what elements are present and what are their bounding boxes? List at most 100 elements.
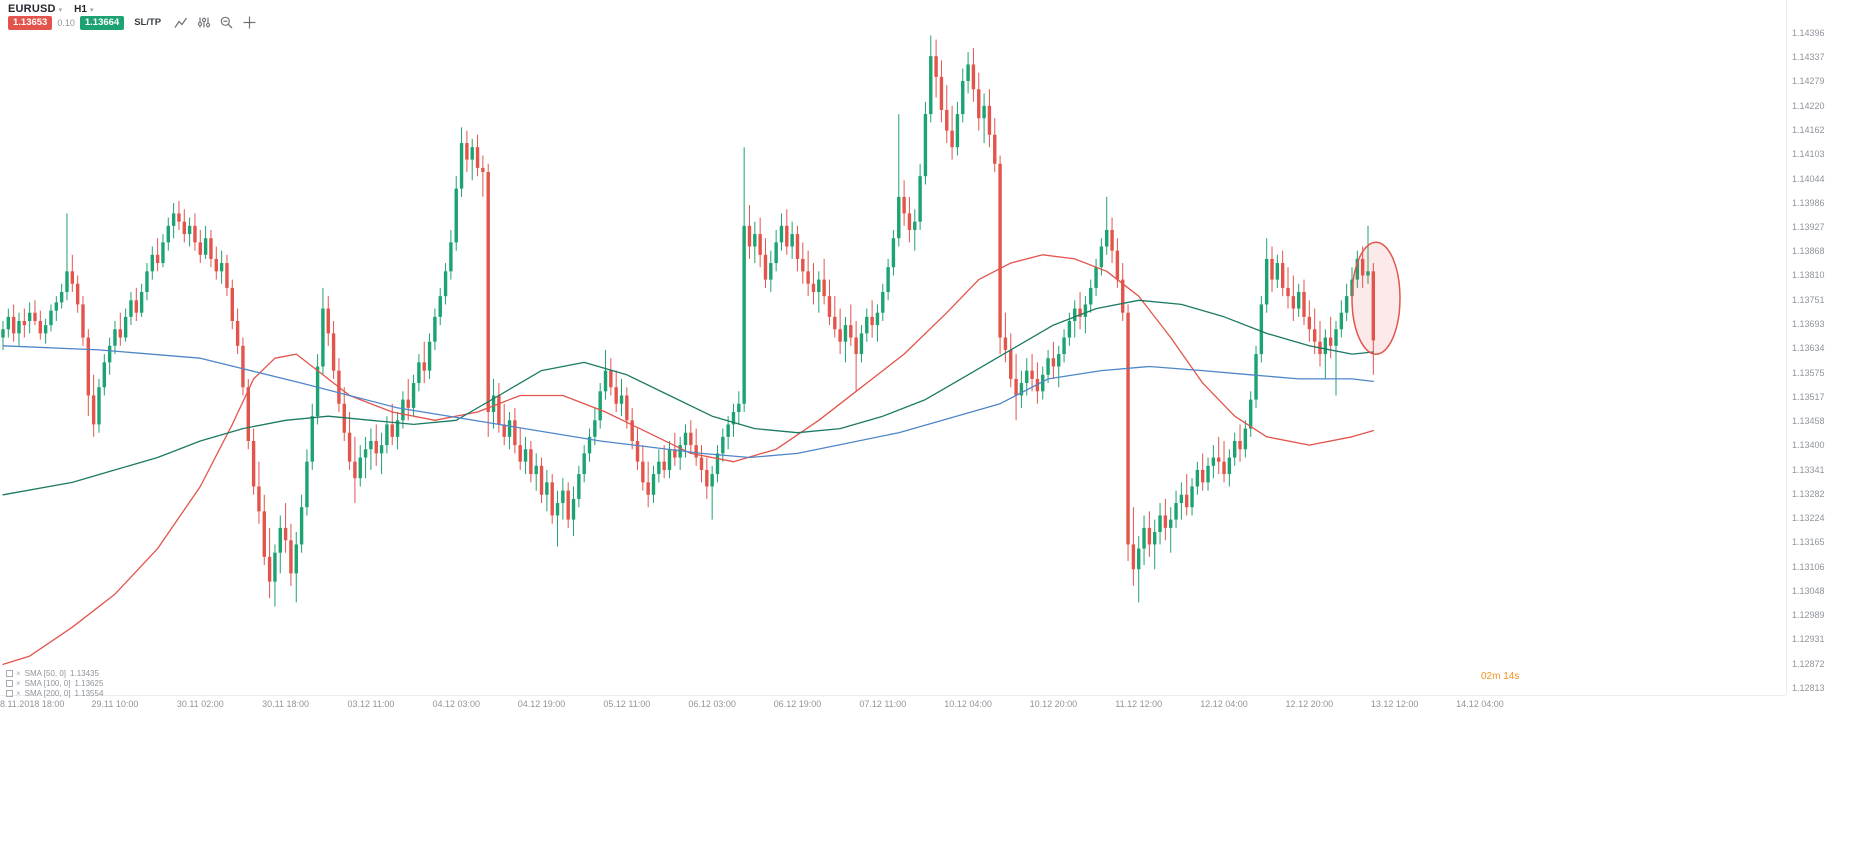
candle-body [657,461,661,475]
indicator-label: SMA [50, 0] [24,669,67,678]
candle-body [1190,486,1194,508]
candle-body [155,254,160,264]
candle-body [118,329,123,338]
candle-body [1216,457,1221,462]
candle-body [1286,287,1290,297]
time-axis-label: 06.12 03:00 [688,699,736,709]
candle-body [225,263,229,288]
indicator-legend: × SMA [50, 0] 1.13435 × SMA [100, 0] 1.1… [6,669,103,699]
candlestick-layer [1,35,1376,607]
candle-body [817,279,821,293]
candle-body [171,213,176,226]
candle-body [1323,337,1328,355]
candle-body [203,238,208,255]
indicator-remove-icon[interactable]: × [16,678,21,688]
candle-body [859,333,864,355]
indicator-settings-icon[interactable] [6,680,13,687]
chevron-down-icon[interactable]: ▾ [58,7,63,14]
candle-body [427,341,432,371]
price-axis-label: 1.13165 [1792,537,1825,548]
candle-body [1179,494,1184,504]
buy-button[interactable]: 1.13664 [79,15,125,30]
candle-body [433,316,437,342]
candle-body [945,109,949,131]
candle-body [1366,271,1370,276]
candle-body [267,556,272,582]
candle-body [395,420,400,437]
candle-body [662,461,666,470]
indicator-remove-icon[interactable]: × [16,688,21,698]
sell-button[interactable]: 1.13653 [8,15,53,30]
candle-body [475,147,480,168]
candle-body [241,345,245,388]
spread-value: 0.10 [57,17,75,28]
price-axis-label: 1.13986 [1792,197,1825,208]
candle-body [385,424,389,446]
candle-body [363,449,368,458]
candle-body [1227,457,1232,475]
crosshair-icon[interactable] [242,15,257,30]
time-axis-label: 03.12 11:00 [347,699,395,709]
price-axis-label: 1.13927 [1792,222,1825,233]
candle-body [982,105,986,119]
indicators-icon[interactable] [196,15,211,30]
price-axis-label: 1.14103 [1792,149,1825,160]
price-axis[interactable]: 1.14396 1.14337 1.14279 1.14220 1.14162 1.141… [1792,0,1868,695]
candle-body [918,176,922,222]
candle-body [331,333,336,371]
candle-body [566,490,570,520]
candle-body [497,395,501,425]
candle-body [555,503,560,516]
indicator-settings-icon[interactable] [6,670,13,677]
symbol-selector[interactable]: EURUSD [8,3,56,15]
candle-body [801,258,805,272]
candle-body [6,316,11,330]
indicator-label: SMA [200, 0] [24,689,71,698]
candle-body [523,449,528,462]
candle-body [449,242,453,272]
candle-body [219,263,224,272]
price-axis-label: 1.13282 [1792,488,1825,499]
zoom-out-icon[interactable] [219,15,234,30]
candle-body [1195,469,1200,487]
candle-body [214,258,218,272]
chevron-down-icon[interactable]: ▾ [89,7,94,14]
candle-body [299,507,304,545]
candle-body [582,453,586,475]
candle-body [1019,383,1024,396]
candle-body [881,292,885,313]
price-axis-separator [1786,0,1787,695]
chart-tools [173,15,257,30]
candle-body [827,296,832,317]
candle-body [54,302,59,311]
sma-line [2,254,1374,666]
candle-body [993,134,997,164]
candle-body [251,440,256,487]
candle-body [1344,296,1349,313]
sltp-button[interactable]: SL/TP [134,17,162,28]
candle-body [1062,337,1066,355]
highlight-ellipse-annotation[interactable] [1351,241,1401,355]
candle-body [587,436,592,454]
indicator-remove-icon[interactable]: × [16,668,21,678]
price-axis-label: 1.13400 [1792,440,1825,451]
candle-body [529,449,533,475]
candle-body [193,225,197,243]
candle-body [486,172,490,413]
candle-body [833,316,837,330]
candle-body [609,370,613,388]
candle-body [1291,296,1296,309]
candle-body [81,304,85,338]
candle-body [1206,465,1210,483]
indicator-settings-icon[interactable] [6,690,13,697]
time-axis[interactable]: 28.11.2018 18:00 29.11 10:00 30.11 02:00 30… [0,699,1786,713]
candle-body [454,188,458,243]
trendline-icon[interactable] [173,15,188,30]
candle-body [1089,287,1093,305]
candle-body [966,64,970,81]
timeframe-selector[interactable]: H1 [74,3,87,15]
candle-body [443,271,448,297]
candle-body [491,395,496,413]
candle-body [438,296,442,317]
